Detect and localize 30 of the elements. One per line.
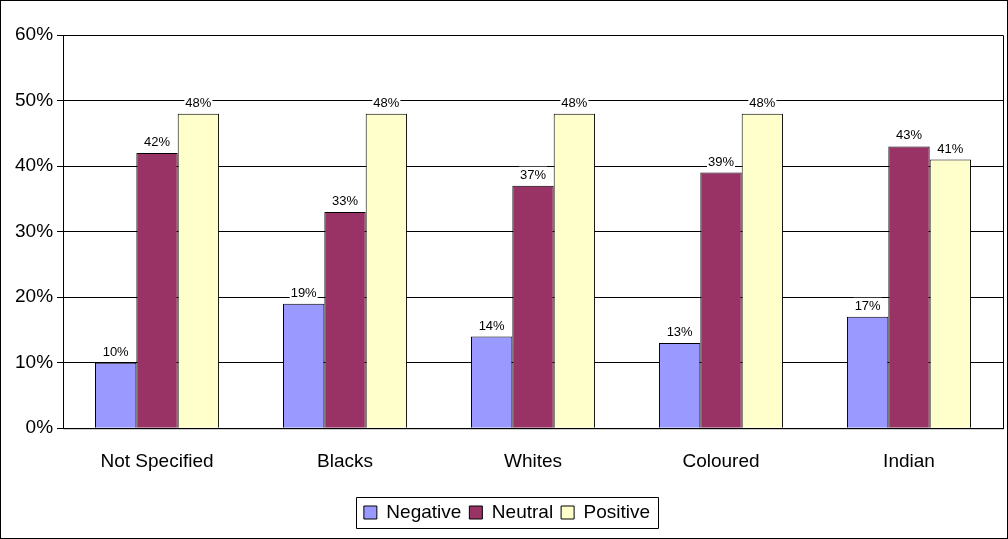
- legend-label: Positive: [583, 500, 651, 522]
- text: 17%: [854, 297, 881, 313]
- text: 14%: [478, 317, 505, 333]
- text: 48%: [561, 94, 588, 110]
- text: 19%: [290, 284, 317, 300]
- text: 41%: [937, 140, 964, 156]
- x-tick-label: Indian: [883, 449, 935, 471]
- text: 33%: [332, 193, 359, 209]
- text: 48%: [749, 94, 776, 110]
- x-tick-label: Whites: [503, 449, 563, 471]
- text: 48%: [185, 94, 212, 110]
- x-tick-label: Blacks: [317, 449, 373, 471]
- legend-label: Neutral: [491, 500, 554, 522]
- text: 43%: [895, 127, 923, 143]
- y-tick-label: 40%: [15, 154, 54, 176]
- text: 39%: [707, 153, 735, 169]
- y-tick-label: 50%: [15, 88, 54, 110]
- text: 13%: [666, 324, 693, 340]
- x-tick-label: Coloured: [682, 449, 760, 471]
- legend-label: Negative: [386, 500, 462, 522]
- x-tick-label: Not Specified: [100, 449, 214, 471]
- y-tick-label: 0%: [25, 416, 54, 438]
- y-tick-label: 10%: [15, 350, 54, 372]
- text: 10%: [102, 343, 129, 359]
- text: 42%: [144, 134, 171, 150]
- text: 48%: [373, 94, 400, 110]
- y-tick-label: 20%: [15, 285, 54, 307]
- y-tick-label: 60%: [15, 23, 54, 45]
- text: 37%: [520, 166, 547, 182]
- y-tick-label: 30%: [15, 219, 54, 241]
